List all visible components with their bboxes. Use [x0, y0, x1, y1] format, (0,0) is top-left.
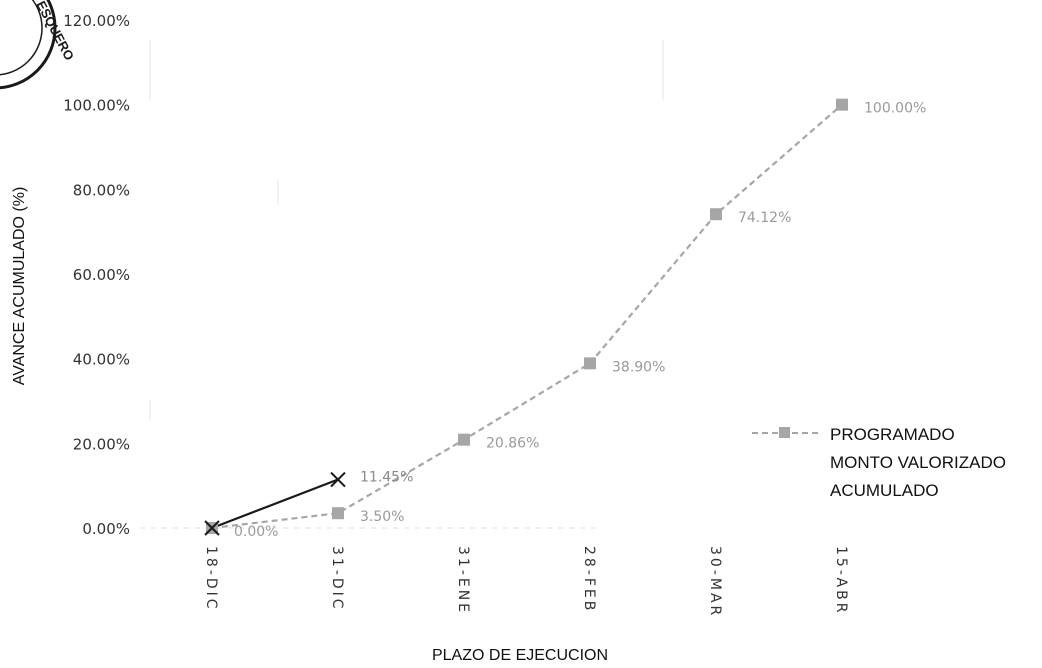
- series-line-valorizado: [211, 478, 339, 530]
- legend: PROGRAMADO MONTO VALORIZADO ACUMULADO: [752, 425, 1006, 500]
- x-tick-label: 15-ABR: [833, 546, 849, 615]
- legend-label-line2: MONTO VALORIZADO: [830, 453, 1006, 472]
- valorizado-point: [204, 520, 220, 536]
- y-tick-label: 20.00%: [73, 435, 130, 453]
- programado-point: [584, 357, 596, 370]
- programado-point: [710, 208, 722, 221]
- y-tick-label: 60.00%: [73, 266, 130, 284]
- valorizado-point: [330, 471, 346, 488]
- programado-data-label: 3.50%: [360, 509, 404, 525]
- x-tick-label: 18-DIC: [203, 546, 219, 612]
- programado-point: [458, 433, 470, 446]
- stamp-inner-ring: [0, 0, 43, 76]
- x-axis-title: PLAZO DE EJECUCION: [432, 647, 608, 664]
- legend-programado-marker: [779, 427, 790, 438]
- y-axis-ticks: 0.00% 20.00% 40.00% 60.00% 80.00% 100.00% 120.…: [63, 12, 130, 538]
- plot-area: 0.00% 3.50% 20.86% 38.90% 74.12% 100.00% 11.45…: [140, 98, 926, 540]
- stamp-outer-ring: [0, 0, 57, 90]
- y-tick-label: 0.00%: [82, 520, 130, 538]
- programado-point: [332, 507, 344, 520]
- valorizado-data-label: 11.45%: [360, 470, 413, 486]
- legend-label-line3: ACUMULADO: [830, 481, 939, 500]
- y-tick-label: 100.00%: [63, 97, 130, 115]
- series-line-programado: [211, 103, 843, 530]
- scan-artifacts: [149, 40, 664, 420]
- programado-data-label: 0.00%: [234, 524, 278, 540]
- x-tick-label: 31-DIC: [329, 546, 345, 612]
- x-axis-ticks: 18-DIC 31-DIC 31-ENE 28-FEB 30-MAR 15-ABR: [203, 546, 849, 618]
- programado-point: [836, 98, 848, 111]
- x-tick-label: 28-FEB: [581, 546, 597, 613]
- y-tick-label: 40.00%: [73, 351, 130, 369]
- programado-data-label: 74.12%: [738, 210, 791, 226]
- programado-data-label: 20.86%: [486, 436, 539, 452]
- y-tick-label: 120.00%: [63, 12, 130, 30]
- legend-label-line1: PROGRAMADO: [830, 425, 955, 444]
- x-tick-label: 31-ENE: [455, 546, 471, 615]
- stamp-text: ESQUERO: [33, 0, 77, 63]
- programado-data-label: 38.90%: [612, 359, 665, 375]
- x-tick-label: 30-MAR: [707, 546, 723, 618]
- y-tick-label: 80.00%: [73, 181, 130, 199]
- y-axis-title: AVANCE ACUMULADO (%): [11, 187, 28, 386]
- programado-data-label: 100.00%: [864, 101, 926, 117]
